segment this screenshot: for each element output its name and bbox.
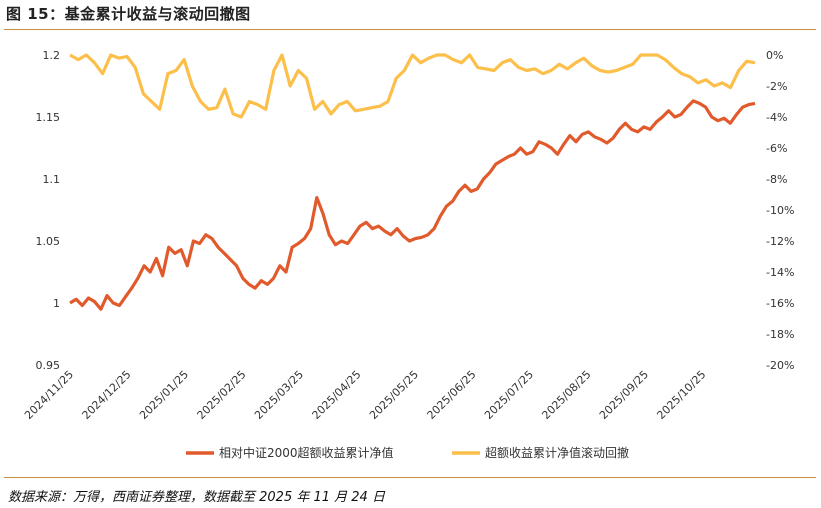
left-axis: 1.2 1.15 1.1 1.05 1 0.95 <box>36 49 61 372</box>
legend-label-drawdown: 超额收益累计净值滚动回撤 <box>485 445 629 460</box>
x-axis: 2024/11/25 2024/12/25 2025/01/25 2025/02/25… <box>22 368 708 422</box>
bottom-rule <box>4 477 816 478</box>
x-tick-label: 2024/11/25 <box>22 368 76 422</box>
right-tick-label: -20% <box>766 359 794 372</box>
x-tick-label: 2025/02/25 <box>195 368 249 422</box>
top-rule <box>4 29 816 30</box>
left-tick-label: 0.95 <box>36 359 61 372</box>
left-tick-label: 1.1 <box>43 173 61 186</box>
x-tick-label: 2025/10/25 <box>654 368 708 422</box>
x-tick-label: 2025/08/25 <box>539 368 593 422</box>
source-note: 数据来源：万得，西南证券整理，数据截至 2025 年 11 月 24 日 <box>8 490 385 505</box>
x-tick-label: 2025/03/25 <box>252 368 306 422</box>
left-tick-label: 1.05 <box>36 235 61 248</box>
right-tick-label: -6% <box>766 142 787 155</box>
right-tick-label: -2% <box>766 80 787 93</box>
x-tick-label: 2025/09/25 <box>597 368 651 422</box>
right-tick-label: -10% <box>766 204 794 217</box>
right-tick-label: -12% <box>766 235 794 248</box>
right-tick-label: -4% <box>766 111 787 124</box>
x-tick-label: 2025/06/25 <box>425 368 479 422</box>
x-tick-label: 2025/05/25 <box>367 368 421 422</box>
left-tick-label: 1.2 <box>43 49 61 62</box>
x-tick-label: 2025/07/25 <box>482 368 536 422</box>
series-line-relative <box>69 99 756 311</box>
x-tick-label: 2024/12/25 <box>80 368 134 422</box>
right-tick-label: -8% <box>766 173 787 186</box>
x-tick-label: 2025/01/25 <box>137 368 191 422</box>
figure-title: 图 15：基金累计收益与滚动回撤图 <box>6 5 251 23</box>
right-tick-label: -14% <box>766 266 794 279</box>
left-tick-label: 1.15 <box>36 111 61 124</box>
right-tick-label: -16% <box>766 297 794 310</box>
legend-label-relative: 相对中证2000超额收益累计净值 <box>219 445 394 460</box>
left-tick-label: 1 <box>53 297 60 310</box>
right-tick-label: 0% <box>766 49 783 62</box>
series-line-drawdown <box>69 53 756 119</box>
legend: 相对中证2000超额收益累计净值 超额收益累计净值滚动回撤 <box>186 445 629 460</box>
right-axis: 0% -2% -4% -6% -8% -10% -12% -14% -16% -18% -20% <box>766 49 794 372</box>
chart: 1.2 1.15 1.1 1.05 1 0.95 0% -2% -4% -6% -8% -10% -1… <box>22 49 794 460</box>
x-tick-label: 2025/04/25 <box>310 368 364 422</box>
right-tick-label: -18% <box>766 328 794 341</box>
